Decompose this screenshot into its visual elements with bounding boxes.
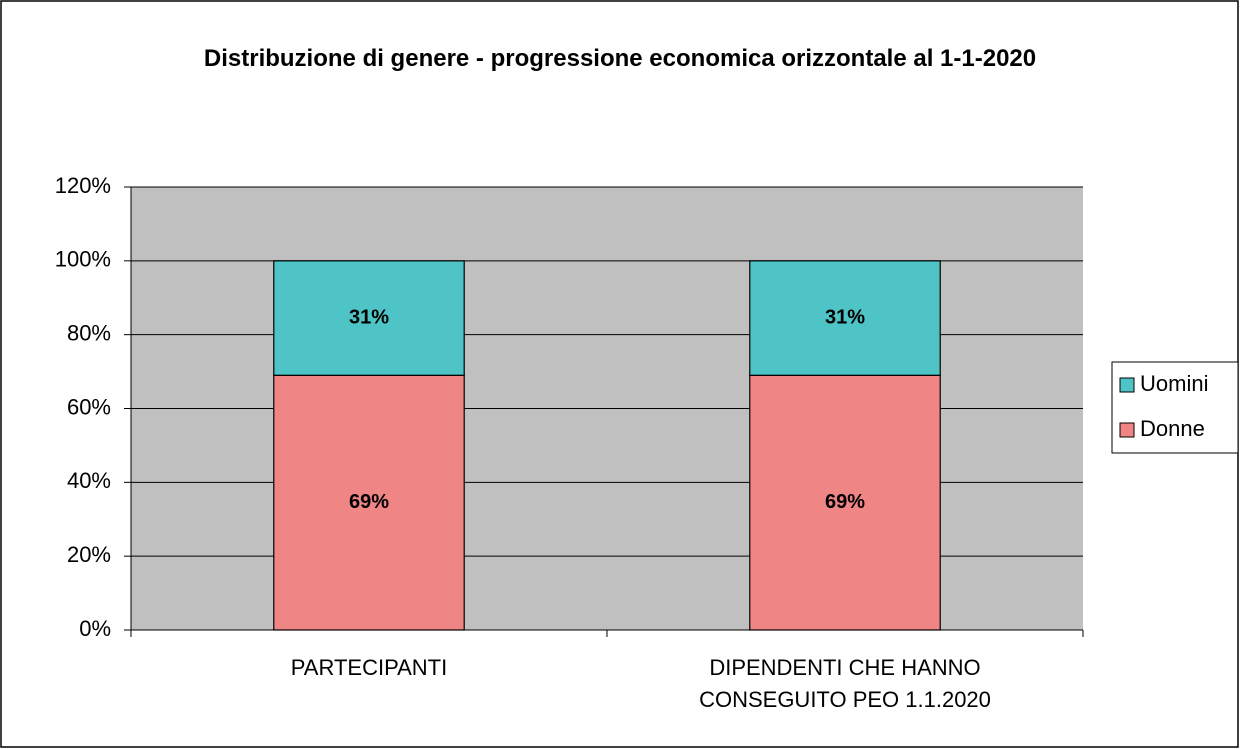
data-label: 69% [349, 491, 389, 513]
y-tick-label: 20% [67, 542, 111, 567]
data-label: 31% [349, 306, 389, 328]
x-tick-label: PARTECIPANTI [290, 655, 448, 680]
y-tick-label: 80% [67, 320, 111, 345]
x-tick-label: DIPENDENTI CHE HANNO CONSEGUITO PEO 1.1.… [699, 655, 991, 712]
y-tick-label: 120% [55, 173, 111, 198]
legend-label: Uomini [1140, 371, 1208, 396]
chart-title: Distribuzione di genere - progressione e… [203, 45, 1037, 72]
y-tick-label: 40% [67, 468, 111, 493]
bar-segment [273, 374, 465, 631]
y-tick-label: 0% [79, 616, 111, 641]
y-tick-label: 100% [55, 247, 111, 272]
data-label: 31% [825, 306, 865, 328]
y-tick-label: 60% [67, 394, 111, 419]
legend-box [1111, 361, 1239, 454]
legend-swatch [1119, 377, 1135, 393]
bar-segment [749, 260, 941, 376]
legend-swatch [1119, 422, 1135, 438]
bar-segment [273, 260, 465, 376]
data-label: 69% [825, 491, 865, 513]
legend-label: Donne [1140, 416, 1205, 441]
